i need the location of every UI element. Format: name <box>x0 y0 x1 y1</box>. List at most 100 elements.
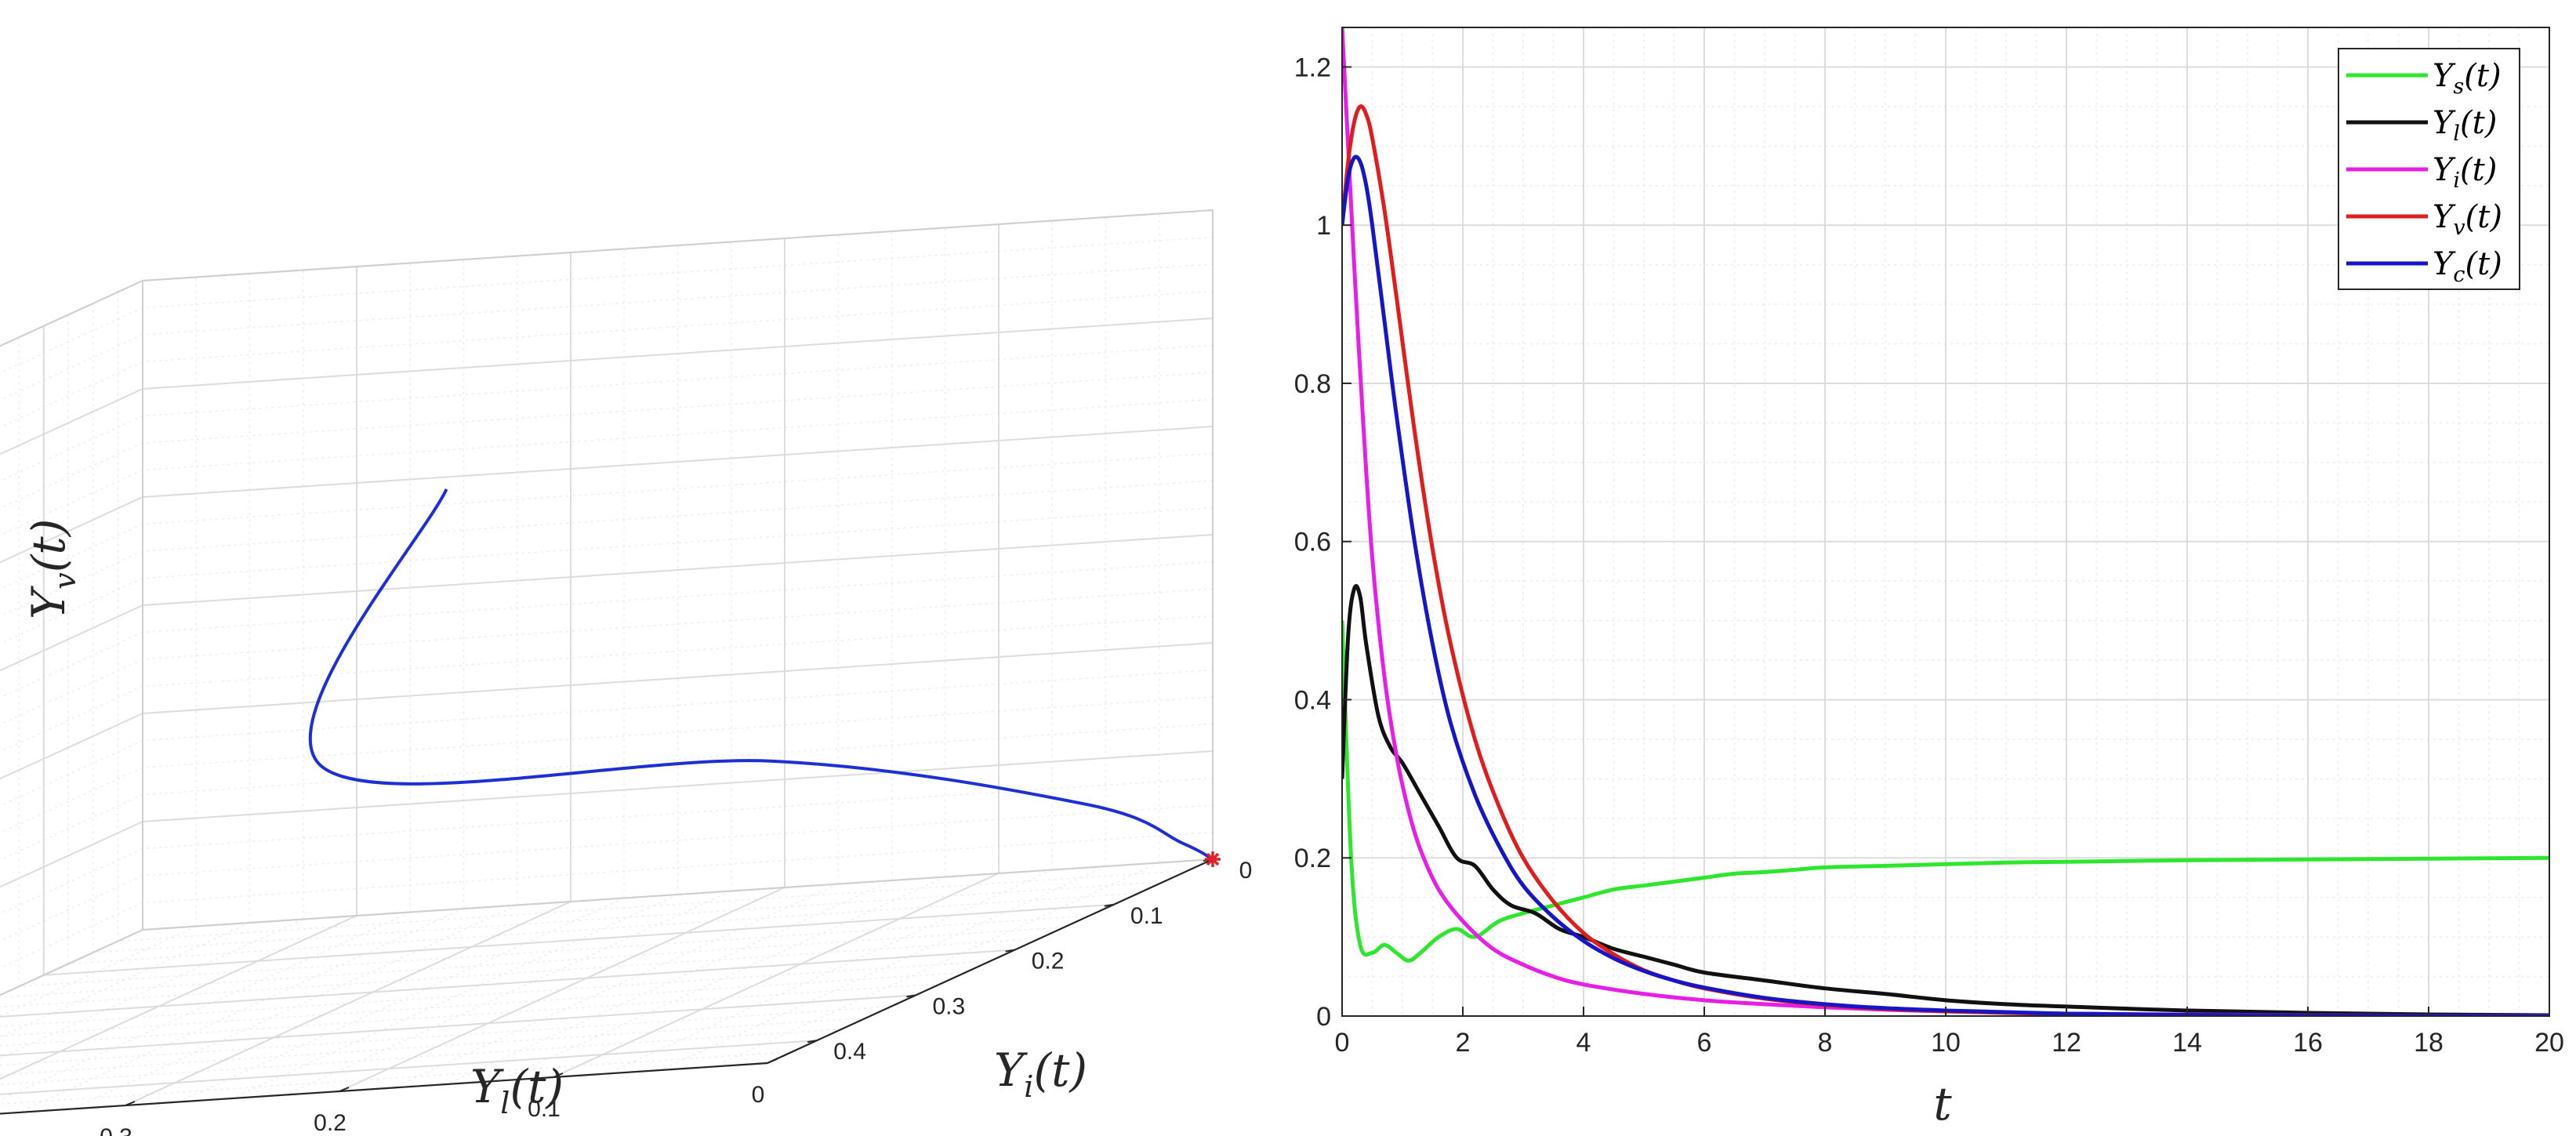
plot-3d-grid <box>0 209 1214 1115</box>
grid-line <box>0 1017 867 1076</box>
grid-line <box>0 926 1065 998</box>
grid-line <box>0 875 143 942</box>
grid-line <box>125 901 571 1106</box>
grid-line <box>0 604 143 672</box>
y-tick-label: 0.8 <box>1294 369 1331 399</box>
grid-line <box>0 911 411 1101</box>
grid-line <box>18 908 464 1113</box>
grid-line <box>0 739 143 807</box>
series-line-l <box>1342 584 2549 1016</box>
x-tick-mark <box>125 1101 136 1106</box>
grid-line <box>142 318 1214 390</box>
grid-line <box>0 1040 818 1095</box>
plot-2d-y-ticks: 0 0.2 0.4 0.6 0.8 1 1.2 <box>1294 53 1351 1032</box>
grid-line <box>142 290 1214 363</box>
grid-line <box>0 442 143 510</box>
grid-line <box>142 426 1214 498</box>
x-tick-mark <box>339 1087 350 1092</box>
grid-line <box>0 922 250 1038</box>
grid-line <box>0 925 197 1017</box>
y-tick-label: 0 <box>1316 1002 1331 1032</box>
x-tick-label: 0.1 <box>528 1096 561 1122</box>
x-tick-label: 6 <box>1697 1028 1712 1058</box>
grid-line <box>0 307 143 374</box>
legend-label: Ys(t) <box>2433 58 2502 99</box>
y-tick-label: 0 <box>1239 858 1253 884</box>
box-edge <box>0 280 143 347</box>
grid-line <box>142 750 1214 822</box>
grid-line <box>0 550 143 618</box>
legend-label: Yl(t) <box>2433 105 2497 146</box>
y-tick-label: 0.1 <box>1130 903 1163 929</box>
grid-line <box>19 915 1090 987</box>
grid-line <box>0 280 143 347</box>
legend-label: Yi(t) <box>2433 152 2497 193</box>
grid-line <box>142 642 1214 714</box>
grid-line <box>0 767 143 834</box>
grid-line <box>0 469 143 536</box>
plot-3d-y-label: Yi(t) <box>994 1043 1087 1104</box>
endpoint-star-stroke <box>1206 852 1220 866</box>
x-tick-label: 0.3 <box>100 1124 132 1136</box>
grid-line <box>0 523 143 590</box>
grid-line <box>142 615 1214 688</box>
grid-line <box>43 903 1114 976</box>
y-tick-mark <box>1104 903 1114 907</box>
x-tick-label: 0 <box>752 1082 765 1108</box>
grid-line <box>0 847 143 915</box>
grid-line <box>0 604 143 672</box>
grid-line <box>0 1040 818 1095</box>
box-edge <box>142 858 1214 931</box>
grid-line <box>142 804 1214 876</box>
grid-line <box>0 1062 768 1115</box>
grid-line <box>0 334 143 401</box>
x-tick-label: 18 <box>2414 1028 2444 1058</box>
grid-line <box>0 821 143 888</box>
y-tick-label: 0.6 <box>1294 528 1331 557</box>
grid-line <box>0 994 916 1057</box>
legend-label: Yv(t) <box>2433 199 2502 240</box>
grid-line <box>0 915 357 1080</box>
x-tick-mark <box>553 1072 564 1078</box>
grid-line <box>553 873 1000 1078</box>
grid-line <box>0 949 1015 1018</box>
legend: Ys(t) Yl(t) Yi(t) Yv(t) Yc(t) <box>2338 48 2520 290</box>
x-tick-label: 4 <box>1576 1028 1591 1058</box>
x-tick-label: 8 <box>1818 1028 1833 1058</box>
plot-3d-x-ticks: 0.50.40.30.20.10 <box>100 1058 778 1136</box>
plot-2d-x-label: t <box>1933 1077 1952 1131</box>
x-tick-mark <box>767 1058 778 1064</box>
box-edge <box>0 929 143 996</box>
plot-3d-z-label: Yv(t) <box>22 519 82 619</box>
grid-line <box>713 862 1160 1068</box>
x-tick-label: 0.2 <box>314 1110 346 1136</box>
grid-line <box>142 372 1214 444</box>
grid-line <box>0 793 143 861</box>
y-tick-label: 0.2 <box>1294 844 1331 873</box>
x-tick-label: 14 <box>2172 1028 2202 1058</box>
x-tick-label: 0 <box>1335 1028 1350 1058</box>
series-line-c <box>1342 154 2549 1016</box>
y-tick-mark <box>906 994 916 998</box>
y-tick-label: 0.3 <box>932 993 965 1019</box>
grid-line <box>0 280 143 347</box>
grid-line <box>93 881 1163 953</box>
grid-line <box>232 894 678 1099</box>
y-tick-label: 1 <box>1316 211 1331 241</box>
y-tick-label: 0.4 <box>1294 685 1331 715</box>
grid-line <box>0 388 143 455</box>
x-tick-label: 20 <box>2534 1028 2564 1058</box>
grid-line <box>285 890 732 1096</box>
grid-line <box>0 918 304 1059</box>
plot-3d-axes-box <box>0 209 1214 1115</box>
y-tick-label: 0.2 <box>1032 949 1065 974</box>
grid-line <box>339 887 785 1092</box>
plot-3d-trajectory <box>308 488 1214 861</box>
y-tick-mark <box>1005 949 1015 953</box>
grid-line <box>142 723 1214 796</box>
grid-line <box>0 713 143 780</box>
box-edge <box>0 1062 768 1115</box>
plot-3d-endpoint-marker <box>1205 851 1221 867</box>
legend-label: Yc(t) <box>2433 246 2502 287</box>
